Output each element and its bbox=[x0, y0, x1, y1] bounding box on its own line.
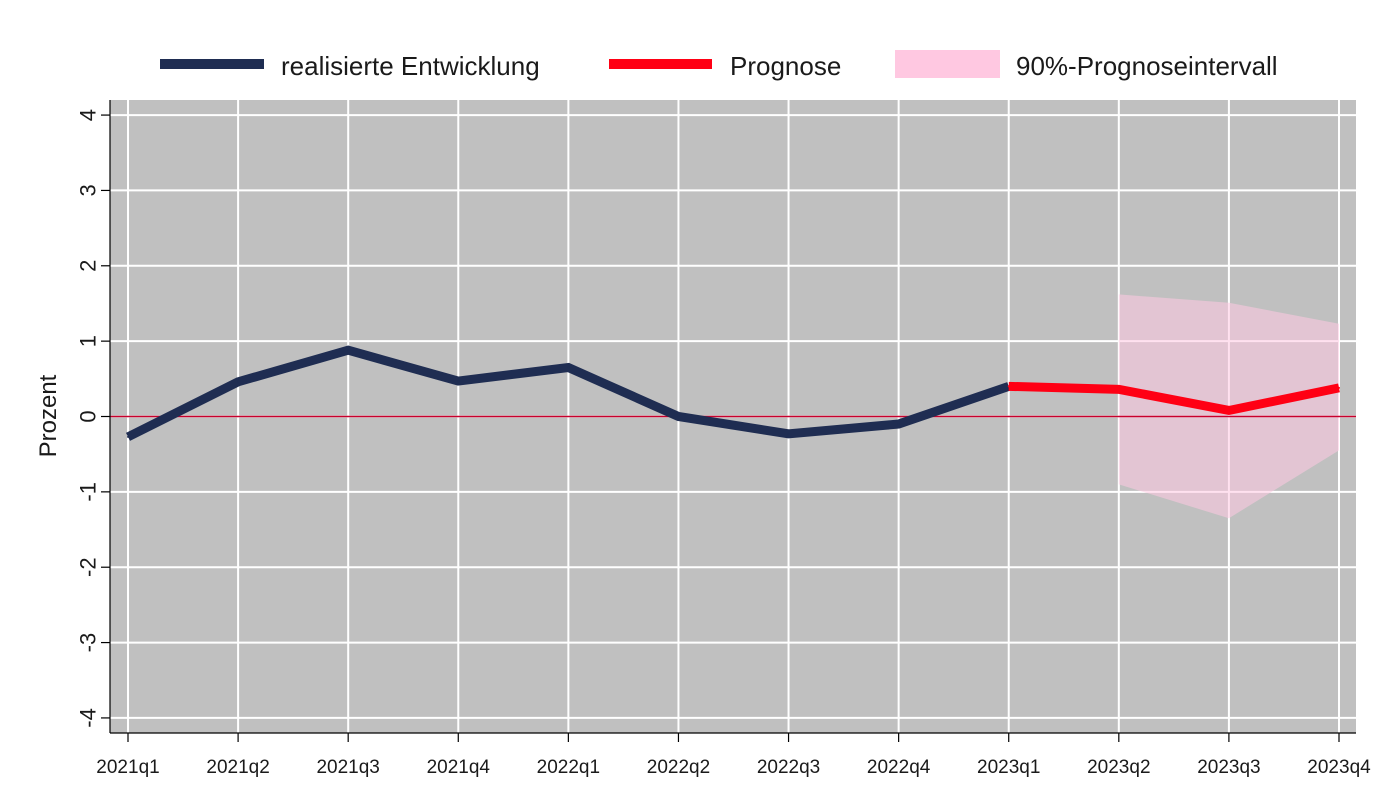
y-axis-label: Prozent bbox=[35, 374, 62, 457]
data-point-prognose-2023q1 bbox=[1007, 385, 1010, 388]
y-tick-label-4: -4 bbox=[76, 708, 101, 728]
x-tick-label-2023q2: 2023q2 bbox=[1087, 757, 1150, 778]
data-point-realisierte-entwicklung-2021q1 bbox=[127, 435, 129, 438]
data-point-realisierte-entwicklung-2022q4 bbox=[897, 423, 900, 426]
data-point-realisierte-entwicklung-2022q2 bbox=[677, 415, 680, 418]
data-point-realisierte-entwicklung-2022q1 bbox=[567, 366, 570, 369]
legend-label-prognoseintervall: 90%-Prognoseintervall bbox=[1016, 51, 1278, 81]
data-point-realisierte-entwicklung-2021q4 bbox=[457, 380, 460, 383]
x-tick-label-2021q4: 2021q4 bbox=[427, 757, 491, 778]
series-line-prognose bbox=[1008, 381, 1340, 416]
x-ticks: 2021q1 2021q2 2021q3 2021q4 2022q1 2022q2 2022… bbox=[96, 733, 1371, 778]
y-tick-label-3: 3 bbox=[76, 184, 101, 196]
y-tick-label-1: -1 bbox=[76, 482, 101, 502]
y-ticks: -4 -3 -2 -1 0 1 2 3 4 bbox=[76, 109, 110, 728]
x-tick-label-2022q4: 2022q4 bbox=[867, 757, 931, 778]
y-tick-label-4: 4 bbox=[76, 109, 101, 121]
legend: realisierte Entwicklung Prognose 90%-Pro… bbox=[160, 50, 1278, 81]
y-tick-label-0: 0 bbox=[76, 410, 101, 422]
legend-label-prognose: Prognose bbox=[730, 51, 841, 81]
x-tick-label-2021q2: 2021q2 bbox=[206, 757, 269, 778]
y-tick-label-3: -3 bbox=[76, 633, 101, 653]
data-point-realisierte-entwicklung-2021q3 bbox=[347, 349, 350, 352]
x-tick-label-2023q1: 2023q1 bbox=[977, 757, 1040, 778]
legend-swatch-prognoseintervall bbox=[895, 50, 1000, 78]
horizontal-gridlines bbox=[110, 114, 1356, 719]
x-tick-label-2023q3: 2023q3 bbox=[1197, 757, 1260, 778]
data-point-prognose-2023q3 bbox=[1227, 409, 1230, 412]
y-tick-label-2: -2 bbox=[76, 557, 101, 577]
x-tick-label-2022q3: 2022q3 bbox=[757, 757, 820, 778]
series-layer bbox=[125, 345, 1340, 441]
x-tick-label-2023q4: 2023q4 bbox=[1307, 757, 1371, 778]
data-point-realisierte-entwicklung-2022q3 bbox=[787, 432, 790, 435]
x-tick-label-2021q1: 2021q1 bbox=[96, 757, 159, 778]
x-tick-label-2021q3: 2021q3 bbox=[316, 757, 379, 778]
y-tick-label-1: 1 bbox=[76, 335, 101, 347]
data-point-realisierte-entwicklung-2021q2 bbox=[237, 380, 240, 383]
legend-label-realisierte-entwicklung: realisierte Entwicklung bbox=[281, 51, 540, 81]
data-point-prognose-2023q2 bbox=[1117, 388, 1120, 391]
x-tick-label-2022q2: 2022q2 bbox=[647, 757, 710, 778]
y-tick-label-2: 2 bbox=[76, 260, 101, 272]
data-point-prognose-2023q4 bbox=[1338, 386, 1340, 389]
x-tick-label-2022q1: 2022q1 bbox=[537, 757, 600, 778]
